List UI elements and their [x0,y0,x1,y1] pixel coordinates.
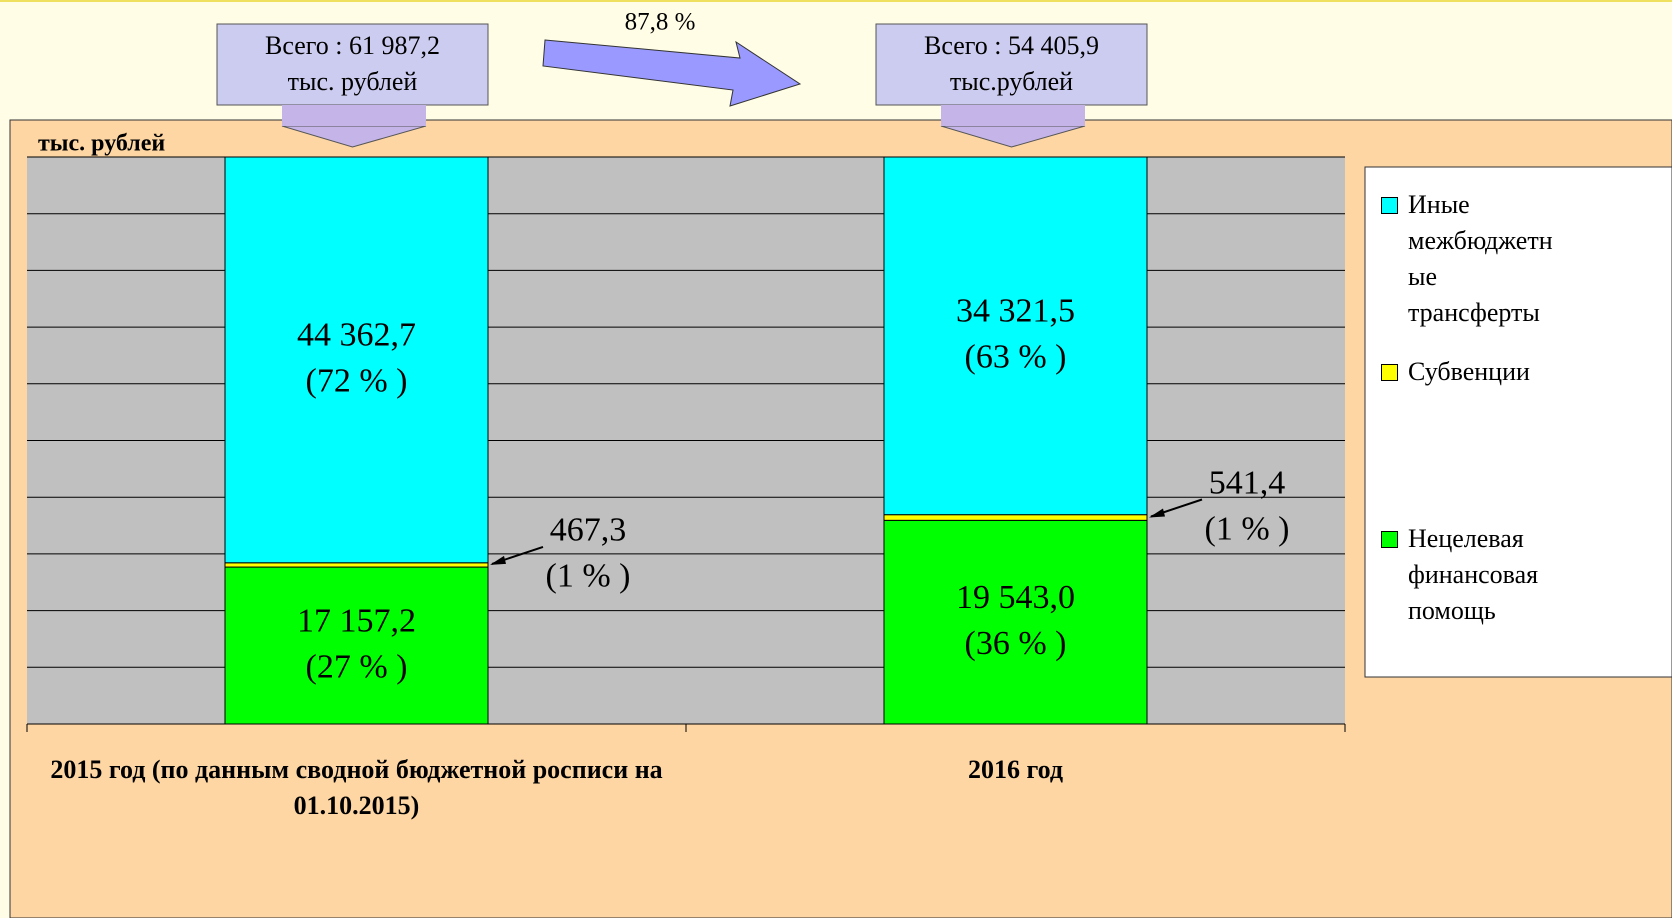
callout-stem [282,105,426,126]
bar-segment [224,156,489,564]
ratio-arrow [542,39,802,107]
legend-label: Субвенции [1408,357,1530,386]
data-label-share: (1 % ) [546,558,631,595]
callout-text: тыс. рублей [288,67,418,96]
data-label: 467,3 [550,512,627,549]
data-label: 34 321,5 [956,293,1075,330]
data-label: 44 362,7 [297,317,416,354]
legend-swatch [1381,531,1398,548]
legend-label: Иные межбюджетные трансферты [1408,190,1553,327]
leader-arrowhead [1149,508,1165,518]
data-label: 541,4 [1209,464,1286,501]
data-label-share: (72 % ) [306,363,408,400]
legend-item: Иные межбюджетные трансферты [1381,187,1558,331]
bar-segment [224,566,489,725]
legend-item: Нецелевая финансовая помощь [1381,521,1558,629]
callout-box [875,23,1148,106]
y-axis-label: тыс. рублей [38,131,165,157]
leader-arrowhead [490,555,506,565]
data-label: 19 543,0 [956,579,1075,616]
data-label-share: (27 % ) [306,648,408,685]
legend: Иные межбюджетные трансферты Субвенции Нец… [1365,167,1672,677]
data-label: 17 157,2 [297,602,416,639]
legend-label: Нецелевая финансовая помощь [1408,524,1539,625]
bar-segment [883,156,1148,516]
callout-stem [941,105,1085,126]
data-label-share: (1 % ) [1205,510,1290,547]
legend-item: Субвенции [1381,354,1558,390]
callout-box [216,23,489,106]
bar-segment [883,514,1148,521]
legend-swatch [1381,364,1398,381]
callout-text: Всего : 54 405,9 [924,31,1099,60]
legend-box [1364,166,1672,678]
callout-text: тыс.рублей [950,67,1073,96]
legend-swatch [1381,197,1398,214]
callout-text: Всего : 61 987,2 [265,31,440,60]
data-label-share: (63 % ) [965,339,1067,376]
x-tick-label: 2016 год [967,755,1064,784]
bar-segment [883,519,1148,725]
x-tick-label: 2015 год (по данным сводной бюджетной ро… [50,755,663,820]
data-label-share: (36 % ) [965,625,1067,662]
ratio-label: 87,8 % [625,9,696,36]
bar-segment [224,562,489,568]
